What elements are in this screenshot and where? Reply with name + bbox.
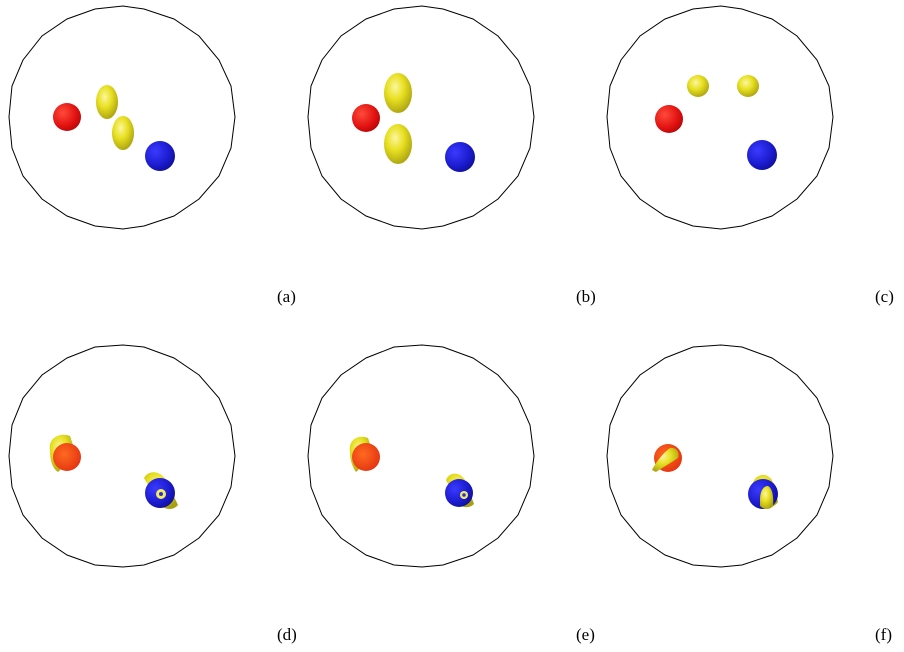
panel-c bbox=[606, 5, 834, 230]
blue-spot bbox=[462, 493, 466, 497]
panel-label-c: (c) bbox=[875, 287, 894, 306]
red-sphere bbox=[53, 443, 81, 471]
panel-label-f: (f) bbox=[875, 625, 892, 644]
panel-f bbox=[606, 344, 834, 568]
blue-sphere bbox=[445, 479, 473, 507]
blue-spot bbox=[159, 492, 163, 496]
yellow-ellipsoid bbox=[384, 73, 412, 113]
panel-b bbox=[307, 5, 535, 230]
red-sphere bbox=[655, 105, 683, 133]
panel-e bbox=[307, 344, 535, 568]
panel-a bbox=[8, 5, 236, 230]
blue-sphere bbox=[145, 141, 175, 171]
boundary-circle bbox=[307, 5, 535, 230]
panel-label-a: (a) bbox=[277, 287, 296, 306]
yellow-ellipsoid bbox=[96, 85, 118, 119]
panel-label-d: (d) bbox=[277, 625, 297, 644]
panel-label-b: (b) bbox=[576, 287, 596, 306]
yellow-ellipsoid bbox=[384, 124, 412, 164]
yellow-ellipsoid bbox=[112, 116, 134, 150]
blue-sphere bbox=[445, 142, 475, 172]
boundary-circle bbox=[606, 344, 834, 568]
yellow-cap bbox=[760, 486, 774, 509]
red-sphere bbox=[352, 443, 380, 471]
boundary-circle bbox=[307, 344, 535, 568]
boundary-circle bbox=[606, 5, 834, 230]
yellow-sphere bbox=[737, 75, 759, 97]
blue-sphere bbox=[747, 140, 777, 170]
panel-label-e: (e) bbox=[576, 625, 595, 644]
red-sphere bbox=[352, 104, 380, 132]
yellow-sphere bbox=[687, 75, 709, 97]
panel-d bbox=[8, 344, 236, 568]
red-sphere bbox=[53, 103, 81, 131]
boundary-circle bbox=[8, 5, 236, 230]
boundary-circle bbox=[8, 344, 236, 568]
yellow-cap bbox=[652, 447, 679, 472]
